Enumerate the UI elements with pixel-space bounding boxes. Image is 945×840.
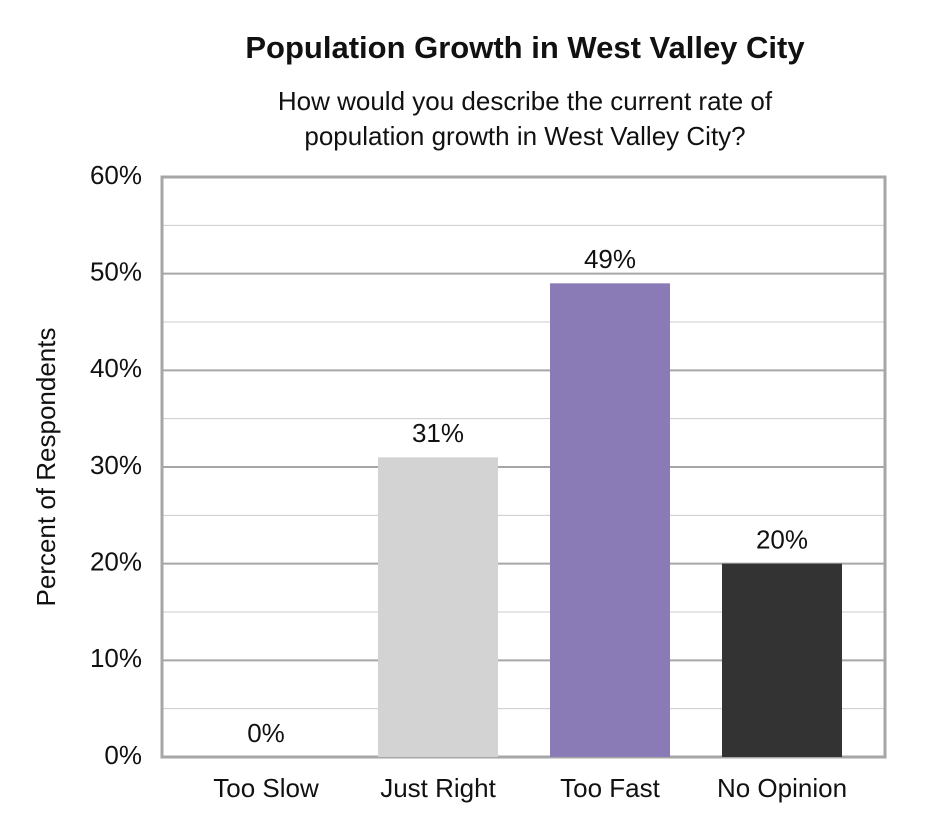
value-label: 49%	[584, 244, 636, 274]
value-label: 0%	[247, 718, 285, 748]
y-tick-label: 40%	[90, 353, 142, 383]
y-tick-label: 50%	[90, 257, 142, 287]
chart-subtitle: population growth in West Valley City?	[304, 121, 745, 151]
value-label: 20%	[756, 525, 808, 555]
x-tick-label: Too Slow	[213, 773, 319, 803]
chart-subtitle: How would you describe the current rate …	[278, 86, 773, 116]
bar	[550, 283, 670, 757]
x-tick-label: Just Right	[380, 773, 496, 803]
chart-title: Population Growth in West Valley City	[245, 30, 805, 65]
bar	[722, 563, 842, 757]
bar	[378, 457, 498, 757]
y-tick-label: 30%	[90, 450, 142, 480]
y-tick-label: 10%	[90, 643, 142, 673]
plot-frame	[160, 175, 887, 759]
y-tick-label: 20%	[90, 547, 142, 577]
x-tick-label: No Opinion	[717, 773, 847, 803]
x-tick-label: Too Fast	[560, 773, 660, 803]
value-label: 31%	[412, 418, 464, 448]
y-tick-label: 60%	[90, 160, 142, 190]
y-axis-label: Percent of Respondents	[31, 328, 61, 607]
y-tick-label: 0%	[104, 740, 142, 770]
